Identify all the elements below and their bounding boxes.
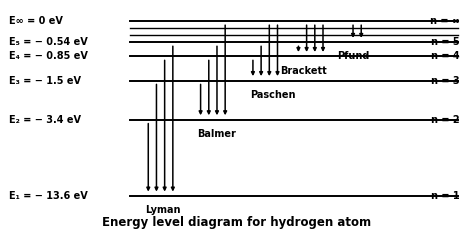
Text: Balmer: Balmer [197, 129, 236, 139]
Text: E₄ = − 0.85 eV: E₄ = − 0.85 eV [9, 52, 88, 61]
Text: n = 4: n = 4 [431, 52, 460, 61]
Text: Energy level diagram for hydrogen atom: Energy level diagram for hydrogen atom [102, 216, 372, 229]
Text: E₃ = − 1.5 eV: E₃ = − 1.5 eV [9, 76, 82, 86]
Text: E₁ = − 13.6 eV: E₁ = − 13.6 eV [9, 191, 88, 201]
Text: n = 1: n = 1 [431, 191, 460, 201]
Text: n = 3: n = 3 [431, 76, 460, 86]
Text: n = 5: n = 5 [431, 38, 460, 47]
Text: E∞ = 0 eV: E∞ = 0 eV [9, 16, 64, 26]
Text: n = ∞: n = ∞ [430, 16, 460, 26]
Text: E₅ = − 0.54 eV: E₅ = − 0.54 eV [9, 38, 88, 47]
Text: n = 2: n = 2 [431, 115, 460, 125]
Text: Pfund: Pfund [337, 52, 370, 61]
Text: Brackett: Brackett [280, 66, 327, 76]
Text: Lyman: Lyman [145, 205, 181, 215]
Text: E₂ = − 3.4 eV: E₂ = − 3.4 eV [9, 115, 82, 125]
Text: Paschen: Paschen [250, 90, 295, 100]
